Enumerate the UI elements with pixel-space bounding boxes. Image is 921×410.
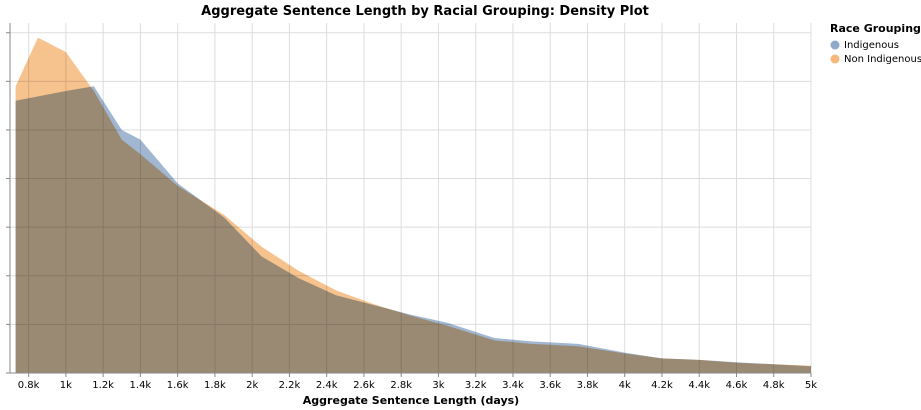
x-tick-label-4: 1.6k [167,380,189,391]
x-tick-label-17: 4.2k [651,380,673,391]
x-tick-label-15: 3.8k [577,380,599,391]
x-tick-label-8: 2.4k [316,380,338,391]
x-tick-label-18: 4.4k [688,380,710,391]
legend-title: Race Grouping [830,22,921,35]
x-tick-label-21: 5k [805,380,817,391]
area-series-non-indigenous[interactable] [15,37,811,373]
x-tick-label-2: 1.2k [92,380,114,391]
legend-swatch-non-indigenous[interactable] [830,54,840,64]
x-tick-label-16: 4k [619,380,631,391]
x-tick-label-1: 1k [60,380,72,391]
x-axis-title: Aggregate Sentence Length (days) [303,394,519,407]
area-layer [15,37,811,373]
x-tick-label-7: 2.2k [279,380,301,391]
chart-title: Aggregate Sentence Length by Racial Grou… [201,4,649,19]
x-tick-label-6: 2k [246,380,258,391]
axis-layer: 0.8k 1k 1.2k 1.4k 1.6k 1.8k 2k 2.2k 2.4k 2.6k 2.8k… [6,23,817,391]
x-tick-label-10: 2.8k [390,380,412,391]
x-tick-label-9: 2.6k [353,380,375,391]
x-tick-label-19: 4.6k [726,380,748,391]
x-tick-label-3: 1.4k [130,380,152,391]
legend: Race Grouping Indigenous Non Indigenous [830,22,921,65]
legend-label-indigenous[interactable]: Indigenous [844,40,899,51]
x-tick-label-20: 4.8k [763,380,785,391]
x-tick-label-14: 3.6k [539,380,561,391]
legend-swatch-indigenous[interactable] [830,40,840,50]
x-tick-label-11: 3k [432,380,444,391]
x-tick-label-13: 3.4k [502,380,524,391]
x-tick-label-0: 0.8k [18,380,40,391]
x-tick-label-12: 3.2k [465,380,487,391]
legend-label-non-indigenous[interactable]: Non Indigenous [844,54,921,65]
x-tick-label-5: 1.8k [204,380,226,391]
